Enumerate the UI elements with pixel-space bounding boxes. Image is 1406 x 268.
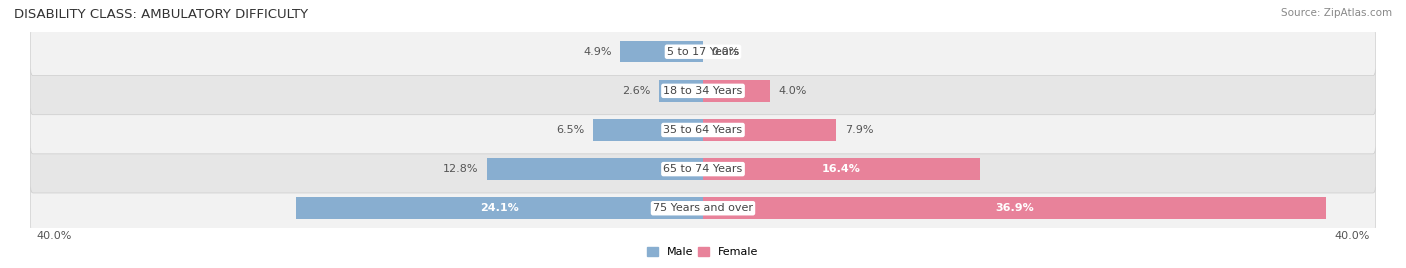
Text: DISABILITY CLASS: AMBULATORY DIFFICULTY: DISABILITY CLASS: AMBULATORY DIFFICULTY <box>14 8 308 21</box>
Text: 6.5%: 6.5% <box>557 125 585 135</box>
Bar <box>703 119 837 141</box>
Text: 16.4%: 16.4% <box>823 164 860 174</box>
Text: 4.9%: 4.9% <box>583 47 612 57</box>
Text: 65 to 74 Years: 65 to 74 Years <box>664 164 742 174</box>
Bar <box>703 158 980 180</box>
Legend: Male, Female: Male, Female <box>647 247 759 258</box>
Bar <box>703 198 1326 219</box>
Text: 35 to 64 Years: 35 to 64 Years <box>664 125 742 135</box>
Bar <box>593 119 703 141</box>
Text: Source: ZipAtlas.com: Source: ZipAtlas.com <box>1281 8 1392 18</box>
Text: 36.9%: 36.9% <box>995 203 1033 213</box>
Bar <box>620 41 703 62</box>
Text: 75 Years and over: 75 Years and over <box>652 203 754 213</box>
Text: 0.0%: 0.0% <box>711 47 740 57</box>
Text: 12.8%: 12.8% <box>443 164 478 174</box>
Text: 18 to 34 Years: 18 to 34 Years <box>664 86 742 96</box>
FancyBboxPatch shape <box>31 106 1375 154</box>
Bar <box>703 80 770 102</box>
Text: 7.9%: 7.9% <box>845 125 873 135</box>
Text: 40.0%: 40.0% <box>1334 231 1369 241</box>
FancyBboxPatch shape <box>31 28 1375 76</box>
Text: 2.6%: 2.6% <box>623 86 651 96</box>
Text: 40.0%: 40.0% <box>37 231 72 241</box>
FancyBboxPatch shape <box>31 145 1375 193</box>
Bar <box>486 158 703 180</box>
Text: 4.0%: 4.0% <box>779 86 807 96</box>
Bar <box>297 198 703 219</box>
FancyBboxPatch shape <box>31 184 1375 232</box>
FancyBboxPatch shape <box>31 67 1375 115</box>
Text: 24.1%: 24.1% <box>481 203 519 213</box>
Text: 5 to 17 Years: 5 to 17 Years <box>666 47 740 57</box>
Bar <box>659 80 703 102</box>
